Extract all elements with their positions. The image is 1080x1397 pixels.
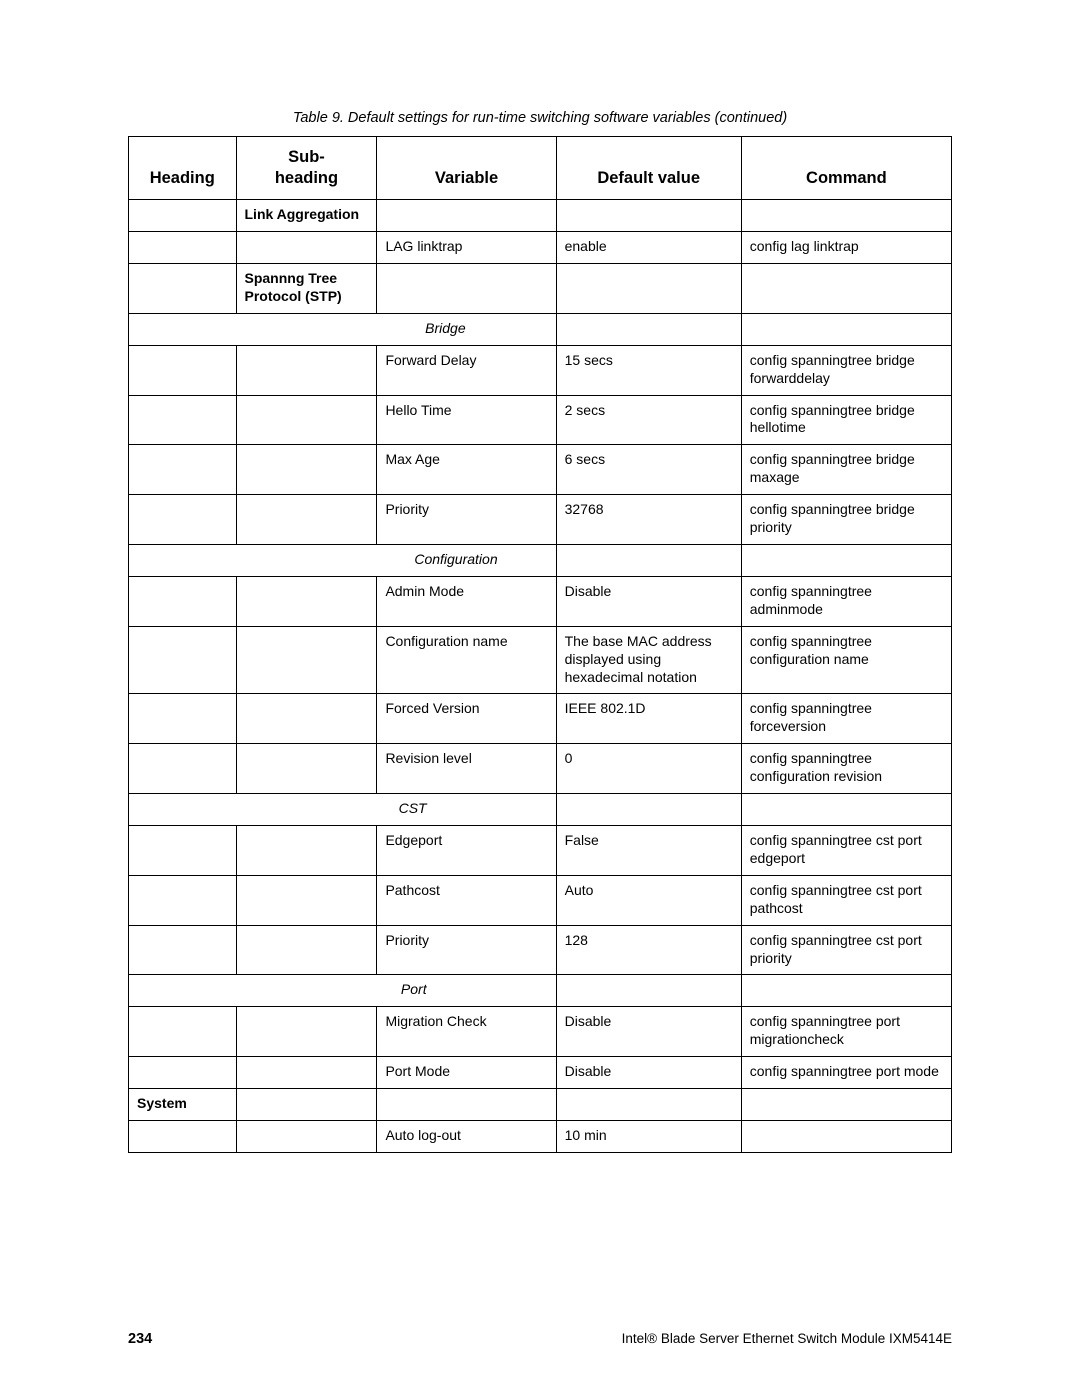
cell-variable: Hello Time	[377, 395, 556, 445]
cell-default: 128	[556, 925, 741, 975]
page: Table 9. Default settings for run-time s…	[0, 0, 1080, 1397]
cell-variable: Edgeport	[377, 825, 556, 875]
cell-command: config spanningtree configuration revisi…	[741, 744, 951, 794]
col-variable: Variable	[377, 137, 556, 200]
cell-section: CST	[129, 794, 557, 826]
cell-default: 15 secs	[556, 345, 741, 395]
cell-default: False	[556, 825, 741, 875]
heading-row-system: System	[129, 1089, 952, 1121]
cell-heading: System	[129, 1089, 237, 1121]
cell-variable: Forward Delay	[377, 345, 556, 395]
cell-variable: Pathcost	[377, 875, 556, 925]
cell-default: 2 secs	[556, 395, 741, 445]
table-row: LAG linktrap enable config lag linktrap	[129, 232, 952, 264]
header-row: Heading Sub- heading Variable Default va…	[129, 137, 952, 200]
cell-variable: Admin Mode	[377, 576, 556, 626]
subheading-row-link-aggregation: Link Aggregation	[129, 200, 952, 232]
cell-command: config spanningtree cst port pathcost	[741, 875, 951, 925]
section-row-bridge: Bridge	[129, 313, 952, 345]
cell-command: config spanningtree adminmode	[741, 576, 951, 626]
cell-command: config spanningtree port mode	[741, 1057, 951, 1089]
table-row: Auto log-out 10 min	[129, 1120, 952, 1152]
cell-default: 6 secs	[556, 445, 741, 495]
table-row: Priority 128 config spanningtree cst por…	[129, 925, 952, 975]
table-row: Migration Check Disable config spanningt…	[129, 1007, 952, 1057]
cell-variable: Priority	[377, 495, 556, 545]
cell-subheading: Link Aggregation	[236, 200, 377, 232]
cell-command: config spanningtree port migrationcheck	[741, 1007, 951, 1057]
cell-command: config spanningtree cst port edgeport	[741, 825, 951, 875]
col-subheading: Sub- heading	[236, 137, 377, 200]
cell-default: Auto	[556, 875, 741, 925]
table-row: Hello Time 2 secs config spanningtree br…	[129, 395, 952, 445]
table-row: Pathcost Auto config spanningtree cst po…	[129, 875, 952, 925]
table-row: Configuration name The base MAC address …	[129, 626, 952, 694]
cell-command: config spanningtree forceversion	[741, 694, 951, 744]
cell-variable: Port Mode	[377, 1057, 556, 1089]
page-footer: 234 Intel® Blade Server Ethernet Switch …	[128, 1331, 952, 1347]
doc-title: Intel® Blade Server Ethernet Switch Modu…	[622, 1331, 952, 1347]
col-default: Default value	[556, 137, 741, 200]
cell-default: enable	[556, 232, 741, 264]
cell-command	[741, 1120, 951, 1152]
table-row: Edgeport False config spanningtree cst p…	[129, 825, 952, 875]
cell-default: Disable	[556, 1007, 741, 1057]
cell-subheading: Spannng Tree Protocol (STP)	[236, 264, 377, 314]
cell-variable: Revision level	[377, 744, 556, 794]
cell-variable: Migration Check	[377, 1007, 556, 1057]
cell-default: 32768	[556, 495, 741, 545]
cell-variable: Auto log-out	[377, 1120, 556, 1152]
table-row: Admin Mode Disable config spanningtree a…	[129, 576, 952, 626]
cell-command: config spanningtree configuration name	[741, 626, 951, 694]
subheading-row-stp: Spannng Tree Protocol (STP)	[129, 264, 952, 314]
table-caption: Table 9. Default settings for run-time s…	[128, 110, 952, 126]
col-heading: Heading	[129, 137, 237, 200]
cell-default: 10 min	[556, 1120, 741, 1152]
cell-command: config spanningtree cst port priority	[741, 925, 951, 975]
cell-default: IEEE 802.1D	[556, 694, 741, 744]
cell-variable: LAG linktrap	[377, 232, 556, 264]
table-row: Port Mode Disable config spanningtree po…	[129, 1057, 952, 1089]
col-command: Command	[741, 137, 951, 200]
cell-variable: Priority	[377, 925, 556, 975]
cell-default: Disable	[556, 1057, 741, 1089]
cell-section: Bridge	[129, 313, 557, 345]
table-row: Forward Delay 15 secs config spanningtre…	[129, 345, 952, 395]
cell-section: Configuration	[129, 545, 557, 577]
cell-command: config lag linktrap	[741, 232, 951, 264]
cell-command: config spanningtree bridge hellotime	[741, 395, 951, 445]
cell-variable: Forced Version	[377, 694, 556, 744]
cell-command: config spanningtree bridge forwarddelay	[741, 345, 951, 395]
cell-section: Port	[129, 975, 557, 1007]
settings-table: Heading Sub- heading Variable Default va…	[128, 136, 952, 1153]
table-row: Forced Version IEEE 802.1D config spanni…	[129, 694, 952, 744]
cell-default: Disable	[556, 576, 741, 626]
table-row: Priority 32768 config spanningtree bridg…	[129, 495, 952, 545]
cell-command: config spanningtree bridge priority	[741, 495, 951, 545]
section-row-configuration: Configuration	[129, 545, 952, 577]
section-row-cst: CST	[129, 794, 952, 826]
page-number: 234	[128, 1331, 152, 1347]
cell-variable: Max Age	[377, 445, 556, 495]
cell-command: config spanningtree bridge maxage	[741, 445, 951, 495]
table-row: Revision level 0 config spanningtree con…	[129, 744, 952, 794]
cell-default: 0	[556, 744, 741, 794]
table-row: Max Age 6 secs config spanningtree bridg…	[129, 445, 952, 495]
section-row-port: Port	[129, 975, 952, 1007]
cell-default: The base MAC address displayed using hex…	[556, 626, 741, 694]
cell-variable: Configuration name	[377, 626, 556, 694]
